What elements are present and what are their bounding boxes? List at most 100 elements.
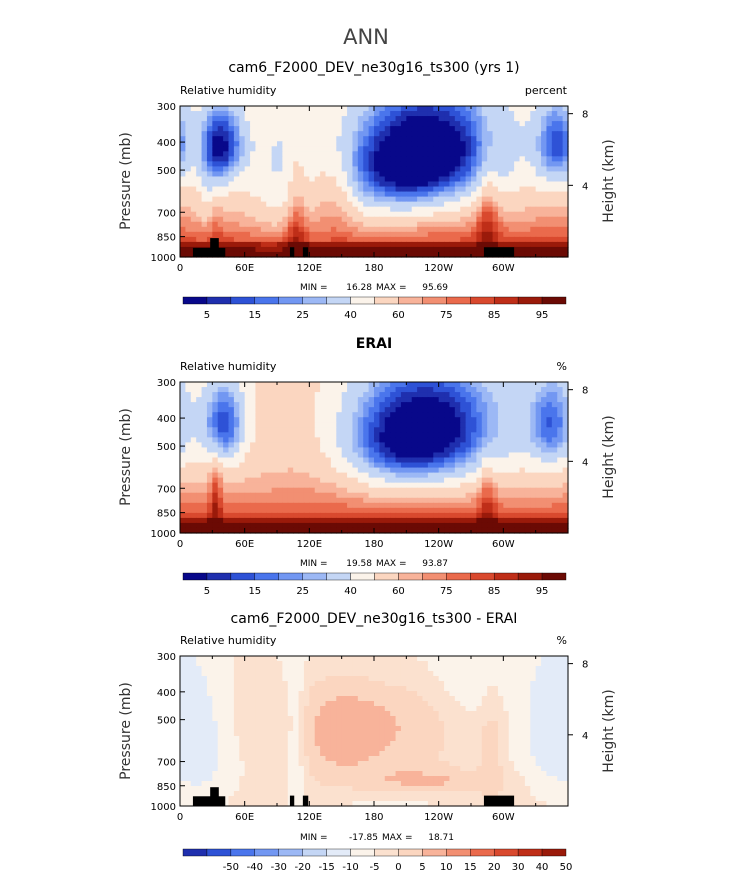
heatmap-cell xyxy=(303,422,310,428)
heatmap-cell xyxy=(395,482,402,489)
heatmap-cell xyxy=(363,176,370,183)
heatmap-cell xyxy=(303,166,310,173)
heatmap-cell xyxy=(201,482,208,489)
heatmap-cell xyxy=(417,206,424,213)
heatmap-cell xyxy=(341,487,348,494)
heatmap-cell xyxy=(411,387,418,393)
heatmap-cell xyxy=(395,427,402,433)
heatmap-cell xyxy=(465,661,472,667)
heatmap-cell xyxy=(282,666,289,672)
heatmap-cell xyxy=(185,181,192,188)
heatmap-cell xyxy=(535,196,542,203)
heatmap-cell xyxy=(390,661,397,667)
heatmap-cell xyxy=(417,131,424,137)
heatmap-cell xyxy=(400,477,407,484)
heatmap-cell xyxy=(476,146,483,152)
heatmap-cell xyxy=(287,206,294,213)
heatmap-cell xyxy=(298,196,305,203)
heatmap-cell xyxy=(454,186,461,193)
heatmap-cell xyxy=(206,517,213,524)
heatmap-cell xyxy=(233,236,240,243)
heatmap-cell xyxy=(309,236,316,243)
heatmap-cell xyxy=(244,452,251,459)
heatmap-cell xyxy=(185,191,192,198)
heatmap-cell xyxy=(363,407,370,413)
heatmap-cell xyxy=(390,131,397,137)
heatmap-cell xyxy=(406,417,413,423)
heatmap-cell xyxy=(557,442,564,449)
heatmap-cell xyxy=(492,497,499,504)
heatmap-cell xyxy=(244,507,251,514)
heatmap-cell xyxy=(562,186,569,193)
heatmap-cell xyxy=(212,146,219,152)
heatmap-cell xyxy=(487,387,494,393)
heatmap-cell xyxy=(314,437,321,443)
heatmap-cell xyxy=(341,392,348,398)
heatmap-cell xyxy=(206,131,213,137)
heatmap-cell xyxy=(433,146,440,152)
heatmap-cell xyxy=(390,452,397,459)
heatmap-cell xyxy=(422,432,429,438)
heatmap-cell xyxy=(427,392,434,398)
heatmap-cell xyxy=(250,246,257,253)
heatmap-cell xyxy=(492,661,499,667)
heatmap-cell xyxy=(180,472,186,479)
heatmap-cell xyxy=(546,241,553,248)
heatmap-cell xyxy=(519,116,526,122)
heatmap-cell xyxy=(303,141,310,147)
heatmap-cell xyxy=(454,196,461,203)
heatmap-cell xyxy=(217,447,224,454)
heatmap-cell xyxy=(212,121,219,127)
heatmap-cell xyxy=(244,492,251,499)
heatmap-cell xyxy=(524,106,531,112)
heatmap-cell xyxy=(228,681,235,687)
heatmap-cell xyxy=(562,166,569,173)
heatmap-cell xyxy=(481,402,488,408)
heatmap-cell xyxy=(427,211,434,218)
heatmap-cell xyxy=(497,236,504,243)
heatmap-cell xyxy=(244,402,251,408)
heatmap-cell xyxy=(233,432,240,438)
heatmap-cell xyxy=(314,106,321,112)
heatmap-cell xyxy=(298,482,305,489)
heatmap-cell xyxy=(379,151,386,157)
heatmap-cell xyxy=(357,417,364,423)
heatmap-cell xyxy=(180,236,186,243)
heatmap-cell xyxy=(519,452,526,459)
heatmap-cell xyxy=(427,467,434,474)
heatmap-cell xyxy=(400,412,407,418)
heatmap-cell xyxy=(460,146,467,152)
heatmap-cell xyxy=(287,151,294,157)
heatmap-cell xyxy=(395,517,402,524)
heatmap-cell xyxy=(535,432,542,438)
heatmap-cell xyxy=(406,452,413,459)
heatmap-cell xyxy=(287,432,294,438)
heatmap-cell xyxy=(325,171,332,178)
colorbar-box xyxy=(374,296,399,305)
heatmap-cell xyxy=(180,656,186,662)
heatmap-cell xyxy=(492,467,499,474)
heatmap-cell xyxy=(368,131,375,137)
heatmap-cell xyxy=(471,412,477,418)
heatmap-cell xyxy=(314,126,321,132)
heatmap-cell xyxy=(508,442,515,449)
heatmap-cell xyxy=(384,126,391,132)
heatmap-cell xyxy=(519,397,526,403)
heatmap-cell xyxy=(460,422,467,428)
heatmap-cell xyxy=(196,666,203,672)
heatmap-cell xyxy=(562,241,569,248)
heatmap-cell xyxy=(471,171,477,178)
heatmap-cell xyxy=(406,527,413,534)
heatmap-cell xyxy=(314,472,321,479)
heatmap-cell xyxy=(519,472,526,479)
heatmap-cell xyxy=(497,477,504,484)
heatmap-cell xyxy=(341,141,348,147)
heatmap-cell xyxy=(244,487,251,494)
heatmap-cell xyxy=(492,131,499,137)
heatmap-cell xyxy=(314,507,321,514)
heatmap-cell xyxy=(444,447,451,454)
heatmap-cell xyxy=(406,507,413,514)
heatmap-cell xyxy=(309,407,316,413)
heatmap-cell xyxy=(271,111,278,117)
heatmap-cell xyxy=(266,676,273,682)
